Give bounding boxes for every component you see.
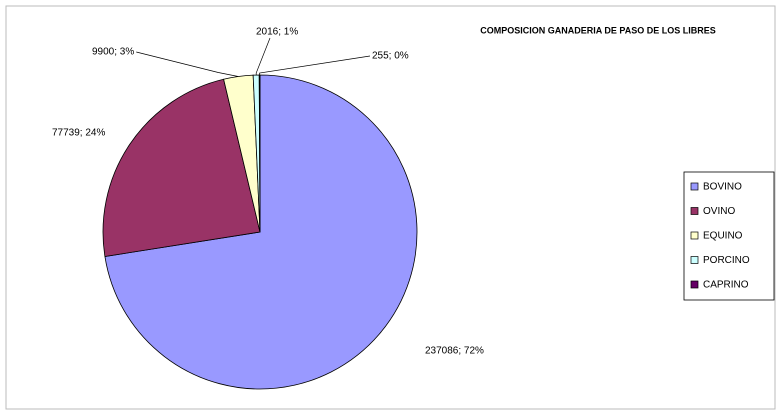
pie-slice [102, 78, 261, 257]
legend-label: EQUINO [703, 231, 743, 242]
data-label: 77739; 24% [52, 128, 105, 139]
data-label: 9900; 3% [92, 47, 134, 58]
data-label: 255; 0% [372, 51, 409, 62]
leader-line [259, 55, 371, 76]
legend-label: BOVINO [703, 182, 742, 193]
legend-label: OVINO [703, 206, 735, 217]
legend-swatch [690, 182, 699, 191]
leader-line [136, 51, 239, 77]
pie-slice [258, 74, 261, 233]
leader-line [255, 37, 271, 76]
legend-swatch [690, 280, 699, 289]
legend-swatch [690, 256, 699, 264]
data-label: 237086; 72% [425, 346, 484, 357]
legend-swatch [690, 231, 699, 240]
legend-swatch [690, 207, 699, 215]
legend-label: CAPRINO [703, 280, 749, 291]
legend [683, 171, 775, 301]
chart-title: COMPOSICION GANADERIA DE PASO DE LOS LIB… [480, 25, 716, 35]
pie-slice [104, 74, 418, 390]
legend-label: PORCINO [703, 255, 750, 266]
data-label: 2016; 1% [256, 27, 298, 38]
